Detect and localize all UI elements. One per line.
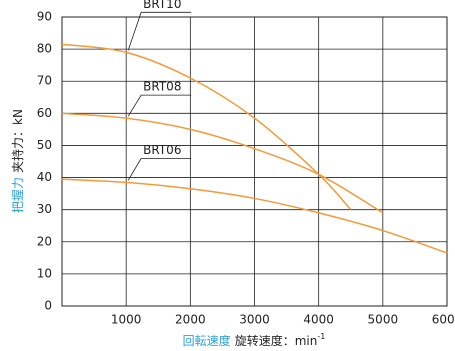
leader-line (127, 94, 192, 117)
y-tick-label: 70 (37, 74, 52, 88)
y-tick-label: 60 (37, 106, 52, 120)
x-tick-label: 4000 (303, 313, 334, 327)
x-tick-label: 5000 (368, 313, 399, 327)
leader-line (127, 11, 192, 51)
series-label: BRT06 (143, 143, 181, 157)
y-label-text: 夹持力：kN (10, 109, 25, 173)
series-label: BRT08 (143, 80, 181, 94)
x-tick-label: 2000 (175, 313, 206, 327)
y-tick-label: 90 (37, 10, 52, 24)
series-line (61, 112, 384, 214)
series-label: BRT10 (143, 0, 181, 11)
y-tick-label: 40 (37, 170, 52, 184)
y-tick-label: 30 (37, 202, 52, 216)
series-line (61, 178, 448, 254)
series-line (61, 43, 352, 211)
y-tick-label: 10 (37, 266, 52, 280)
x-tick-label: 1000 (111, 313, 142, 327)
y-tick-label: 20 (37, 234, 52, 248)
x-label-text: 旋转速度：min (235, 333, 318, 348)
x-tick-label: 3000 (239, 313, 270, 327)
x-axis-label: 回転速度 旋转速度：min-1 (183, 332, 326, 348)
y-label-highlight: 把握力 (10, 177, 25, 213)
y-tick-label: 50 (37, 138, 52, 152)
y-tick-label: 80 (37, 42, 52, 56)
leader-line (127, 157, 192, 181)
x-label-sup: -1 (317, 332, 325, 341)
x-tick-label: 6000 (432, 313, 455, 327)
x-label-highlight: 回転速度 (183, 333, 231, 348)
y-tick-label: 0 (44, 299, 52, 313)
y-axis-label: 把握力 夹持力：kN (10, 109, 25, 213)
